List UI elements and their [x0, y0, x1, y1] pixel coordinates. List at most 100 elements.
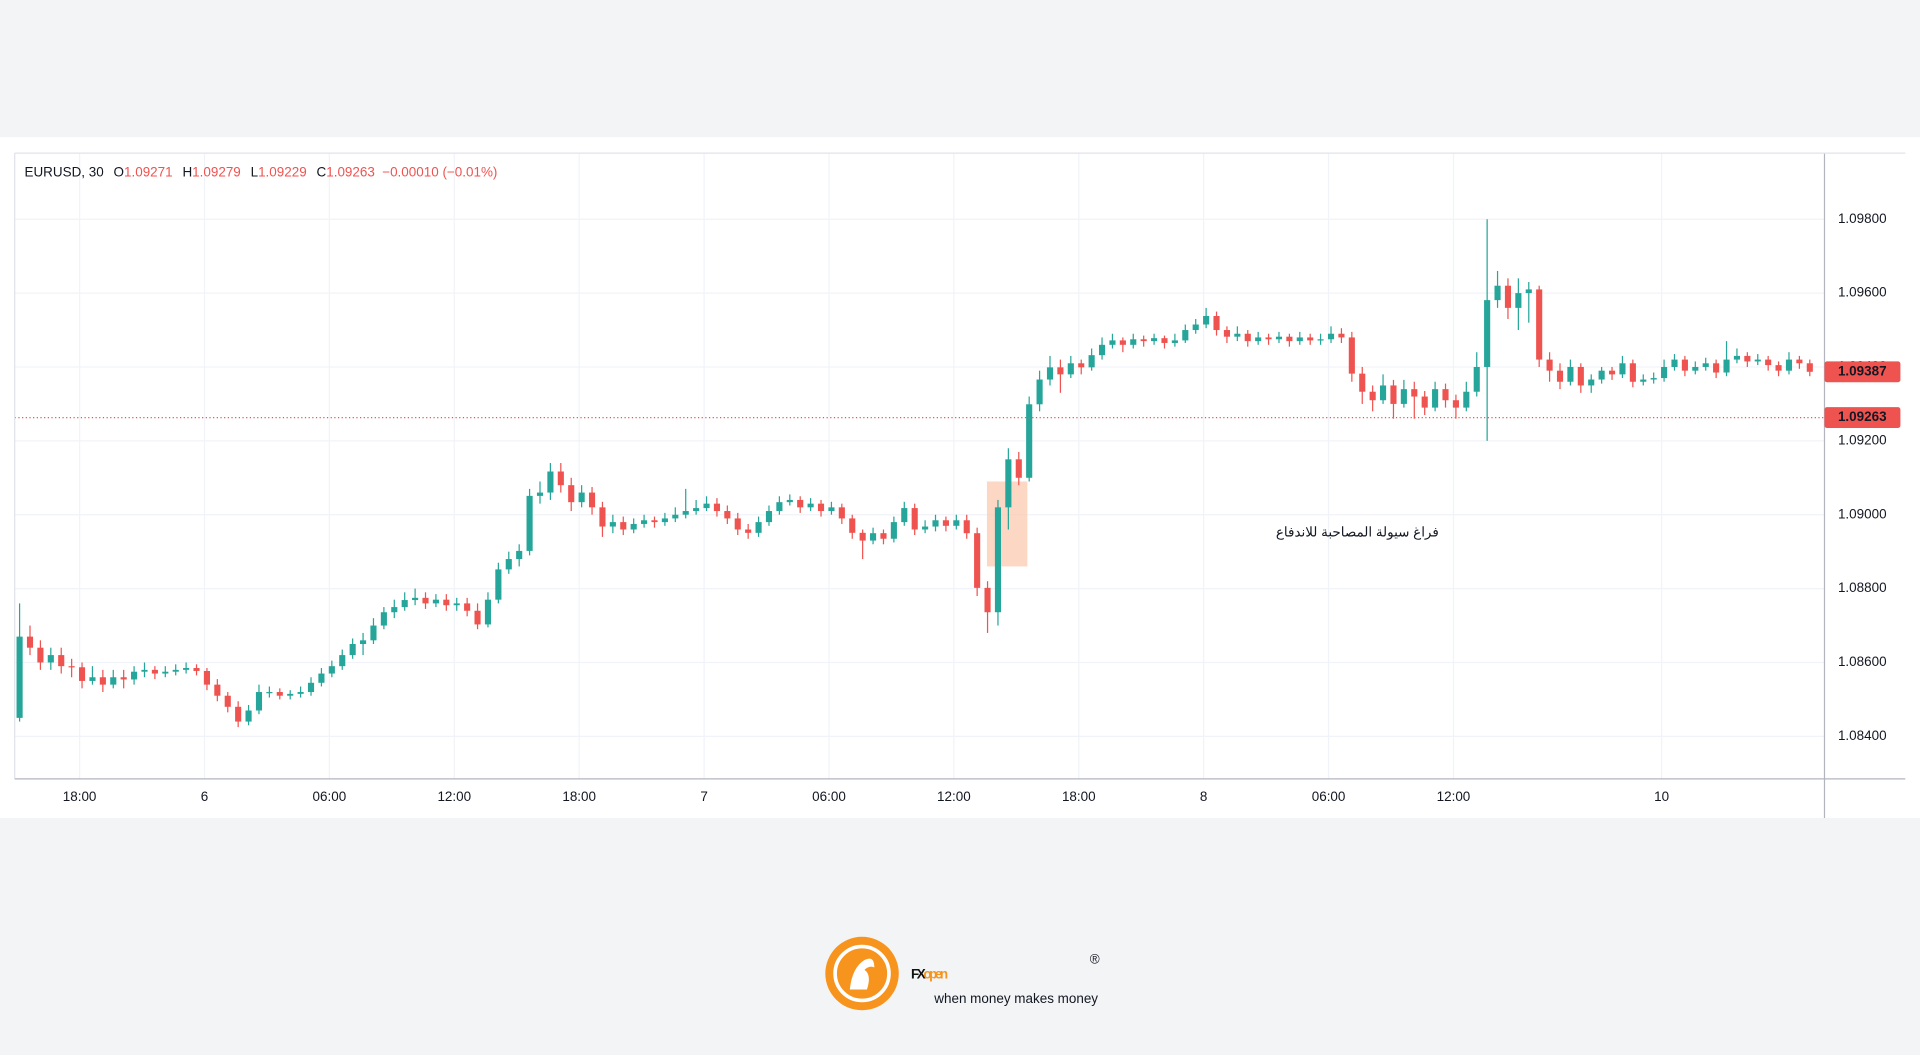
ohlc-legend: EURUSD, 30 O1.09271 H1.09279 L1.09229 C1.092… — [24, 164, 497, 179]
candle-body — [193, 668, 200, 671]
candle-body — [838, 507, 845, 519]
candle-body — [526, 495, 533, 551]
candle-body — [1515, 293, 1522, 308]
candle-body — [817, 503, 825, 512]
price-tag-label: 1.09263 — [1838, 409, 1887, 424]
x-tick-label: 10 — [1654, 789, 1669, 804]
candle-body — [443, 599, 450, 606]
candle-body — [776, 502, 783, 512]
candle-body — [276, 692, 283, 696]
x-tick-label: 12:00 — [1437, 789, 1471, 804]
candle-body — [1275, 336, 1283, 340]
candle-body — [974, 533, 981, 588]
candle-body — [1046, 367, 1054, 380]
candle-body — [1015, 459, 1022, 478]
x-tick-label: 7 — [700, 789, 707, 804]
candle-body — [224, 695, 231, 707]
candle-body — [693, 508, 700, 512]
logo-registered: ® — [1090, 952, 1100, 967]
candle-body — [984, 587, 991, 613]
candle-body — [1754, 359, 1761, 362]
candle-body — [1203, 316, 1210, 325]
candle-body — [453, 603, 460, 606]
candle-body — [89, 677, 96, 681]
candle-body — [1327, 333, 1335, 340]
candle-body — [1119, 340, 1126, 345]
change: −0.00010 (−0.01%) — [382, 164, 497, 179]
price-tag — [1824, 361, 1901, 383]
y-tick-label: 1.08600 — [1838, 654, 1887, 669]
candle-body — [1286, 336, 1293, 342]
candle-body — [1765, 359, 1772, 366]
candle-body — [432, 599, 439, 604]
candle-body — [1494, 285, 1501, 301]
candle-body — [1411, 389, 1418, 397]
candle-body — [828, 507, 835, 512]
candle-body — [1244, 333, 1251, 342]
candle-body — [214, 684, 221, 696]
candle-body — [620, 522, 627, 530]
candle-body — [1608, 370, 1616, 375]
candle-body — [120, 677, 127, 680]
candle-body — [1223, 330, 1230, 337]
candle-body — [1661, 366, 1668, 379]
candle-body — [1744, 355, 1751, 362]
logo-wordmark: FXopen — [911, 966, 948, 981]
candle-body — [599, 507, 606, 527]
candle-body — [370, 625, 377, 641]
candle-body — [401, 600, 408, 608]
candle-body — [380, 612, 387, 626]
x-tick-label: 18:00 — [63, 789, 97, 804]
candle-body — [1525, 289, 1532, 294]
candle-body — [922, 526, 929, 530]
x-tick-label: 6 — [201, 789, 208, 804]
candle-body — [58, 655, 65, 667]
candle-body — [734, 518, 741, 530]
candle-body — [609, 522, 616, 527]
candle-body — [78, 667, 86, 681]
y-tick-label: 1.09800 — [1838, 211, 1887, 226]
candle-body — [474, 610, 481, 625]
candle-body — [151, 669, 158, 674]
candle-body — [1588, 379, 1595, 386]
ohlc-key: C — [317, 164, 327, 179]
candle-body — [318, 673, 325, 683]
logo-tagline: when money makes money — [933, 991, 1098, 1006]
candle-body — [1171, 340, 1178, 343]
x-tick-label: 18:00 — [1062, 789, 1096, 804]
candle-body — [516, 550, 523, 560]
candle-body — [484, 599, 492, 625]
candle-body — [99, 677, 106, 685]
candle-body — [328, 666, 335, 674]
candle-body — [1421, 396, 1428, 408]
candle-body — [1296, 337, 1303, 342]
logo-icon-ring — [833, 944, 891, 1003]
candle-body — [536, 492, 544, 496]
y-tick-label: 1.09600 — [1838, 285, 1887, 300]
symbol: EURUSD, 30 — [24, 164, 103, 179]
candle-body — [495, 569, 502, 600]
x-tick-label: 8 — [1200, 789, 1207, 804]
candle-body — [1130, 339, 1137, 345]
y-tick-label: 1.09200 — [1838, 432, 1887, 447]
candle-body — [880, 533, 887, 539]
candle-body — [287, 693, 294, 696]
candle-body — [1796, 359, 1803, 364]
candle-body — [505, 559, 512, 570]
ohlc-value: 1.09279 — [192, 164, 241, 179]
candle-body — [1504, 285, 1512, 308]
candle-body — [1140, 339, 1147, 342]
candle-body — [890, 522, 897, 539]
candle-body — [1702, 363, 1709, 367]
candle-body — [391, 607, 398, 613]
x-tick-label: 12:00 — [937, 789, 971, 804]
candle-body — [1213, 316, 1220, 331]
candle-body — [162, 671, 169, 674]
candle-body — [870, 533, 877, 541]
candle-body — [1640, 379, 1647, 382]
candle-body — [16, 636, 23, 718]
candle-body — [1473, 366, 1480, 392]
annotation-text: فراغ سيولة المصاحبة للاندفاع — [1276, 524, 1439, 540]
candle-body — [1546, 359, 1553, 371]
